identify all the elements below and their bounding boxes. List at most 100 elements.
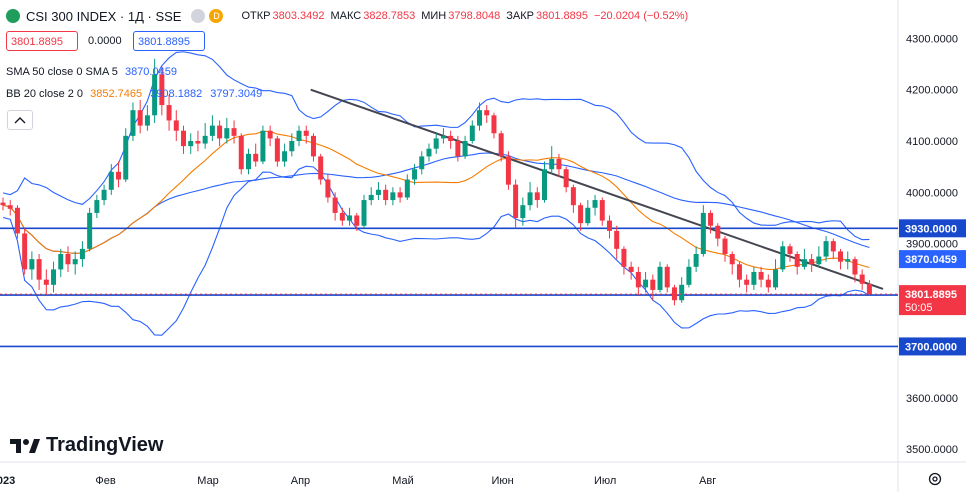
candle-body xyxy=(65,253,71,265)
settings-gear-icon[interactable] xyxy=(927,471,943,487)
candle-body xyxy=(686,266,692,285)
candle-body xyxy=(534,192,540,201)
candle-body xyxy=(520,205,526,219)
candle-body xyxy=(94,200,100,213)
candle-body xyxy=(578,205,584,224)
candle-body xyxy=(130,110,136,136)
bb-lower-line xyxy=(2,165,870,336)
y-tick-label: 4000.0000 xyxy=(906,187,958,199)
candle-body xyxy=(729,253,735,265)
candle-body xyxy=(780,246,786,270)
candle-body xyxy=(484,110,490,116)
candle-body xyxy=(0,202,6,206)
candle-body xyxy=(621,248,627,267)
ohlc-label: ОТКР xyxy=(241,10,271,22)
bid-price-box[interactable]: 3801.8895 xyxy=(6,31,78,51)
y-tick-label: 3600.0000 xyxy=(906,393,958,405)
ohlc-label: МАКС xyxy=(330,10,362,22)
symbol-title[interactable]: CSI 300 INDEX · 1Д · SSE xyxy=(26,8,182,24)
indicator-bb-legend[interactable]: BB 20 close 2 0 3852.7465 3908.1882 3797… xyxy=(6,88,267,100)
x-tick-label: Май xyxy=(392,475,414,487)
candle-body xyxy=(643,279,649,288)
candle-body xyxy=(7,205,13,209)
candle-body xyxy=(173,120,179,131)
candle-body xyxy=(354,215,360,226)
collapse-legend-button[interactable] xyxy=(7,110,33,130)
candle-body xyxy=(325,179,331,198)
candle-body xyxy=(390,192,396,201)
candle-body xyxy=(152,74,158,116)
indicator-sma-value: 3870.0459 xyxy=(124,66,177,78)
candle-body xyxy=(217,125,223,139)
candle-body xyxy=(859,274,865,284)
candle-body xyxy=(440,135,446,139)
x-tick-label: Фев xyxy=(95,475,115,487)
y-tick-label: 4100.0000 xyxy=(906,136,958,148)
candle-body xyxy=(462,140,468,157)
candle-body xyxy=(448,135,454,141)
candle-body xyxy=(36,259,42,280)
candle-body xyxy=(563,169,569,188)
ohlc-value: −20.0204 (−0.52%) xyxy=(593,10,689,22)
candle-body xyxy=(455,140,461,157)
candle-body xyxy=(542,169,547,201)
candle-body xyxy=(809,259,815,265)
price-badge-label: 3870.0459 xyxy=(905,254,957,266)
chart-header: CSI 300 INDEX · 1Д · SSE D ОТКР 3803.3492… xyxy=(6,6,692,26)
candle-body xyxy=(838,251,844,262)
candle-body xyxy=(801,259,807,267)
candle-body xyxy=(404,179,410,198)
indicator-sma-legend[interactable]: SMA 50 close 0 SMA 5 3870.0459 xyxy=(6,66,182,78)
candle-body xyxy=(736,264,742,280)
candle-body xyxy=(498,133,504,157)
candle-body xyxy=(43,279,49,285)
indicator-bb-upper-value: 3908.1882 xyxy=(150,88,203,100)
candle-body xyxy=(744,279,750,285)
candle-body xyxy=(650,279,656,290)
candle-body xyxy=(505,156,511,185)
candle-body xyxy=(202,135,208,144)
candle-body xyxy=(852,259,858,275)
candle-body xyxy=(758,271,764,280)
candle-body xyxy=(845,259,851,262)
candle-body xyxy=(765,279,771,288)
candle-body xyxy=(549,158,555,170)
candle-body xyxy=(282,151,288,162)
candle-body xyxy=(556,158,562,170)
indicator-bb-name: BB 20 close 2 0 xyxy=(6,88,84,100)
candle-body xyxy=(195,140,201,144)
candle-body xyxy=(585,207,591,224)
tradingview-logo: TradingView xyxy=(10,434,163,457)
candle-body xyxy=(238,135,244,170)
candle-body xyxy=(592,200,598,208)
candle-body xyxy=(599,200,605,221)
y-tick-label: 4200.0000 xyxy=(906,85,958,97)
logo-text: TradingView xyxy=(46,434,164,456)
candle-body xyxy=(224,128,230,139)
candle-body xyxy=(361,200,367,226)
level-price-badge xyxy=(899,337,966,356)
x-tick-label: Июн xyxy=(492,475,514,487)
candle-body xyxy=(866,283,872,295)
y-tick-label: 4300.0000 xyxy=(906,33,958,45)
candle-body xyxy=(166,105,172,121)
x-tick-label: 2023 xyxy=(0,475,15,487)
candle-body xyxy=(679,284,685,301)
data-source-badge: D xyxy=(209,9,224,23)
ohlc-value: 3798.8048 xyxy=(448,10,501,22)
candle-body xyxy=(823,241,829,257)
candle-body xyxy=(693,253,699,267)
candle-body xyxy=(419,156,425,170)
candle-body xyxy=(412,169,418,180)
candle-body xyxy=(51,269,57,285)
symbol-logo-icon xyxy=(6,9,20,23)
y-tick-label: 3900.0000 xyxy=(906,239,958,251)
candle-body xyxy=(245,153,251,170)
candle-body xyxy=(123,135,129,180)
candle-body xyxy=(159,74,165,106)
ask-price-box[interactable]: 3801.8895 xyxy=(133,31,205,51)
ohlc-value: 3801.8895 xyxy=(535,10,588,22)
candle-body xyxy=(188,140,194,147)
x-tick-label: Июл xyxy=(594,475,616,487)
